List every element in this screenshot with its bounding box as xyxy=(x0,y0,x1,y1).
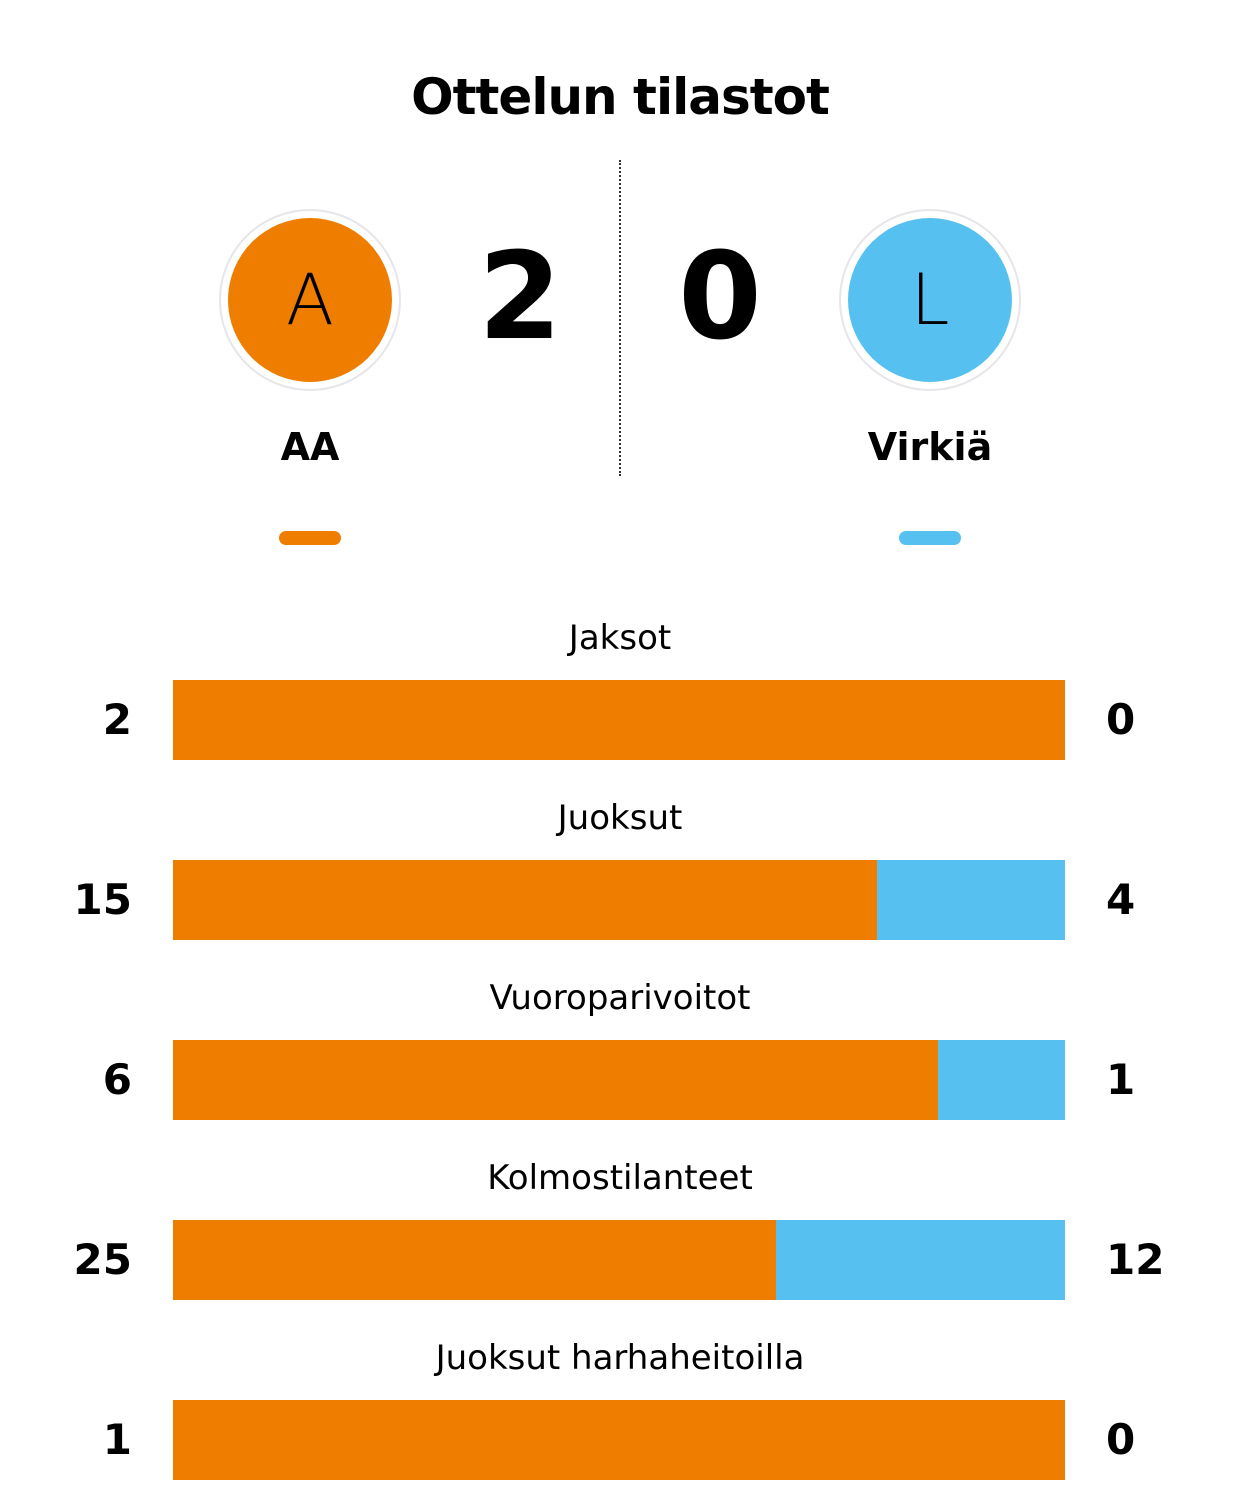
away-stat-value: 12 xyxy=(1106,1235,1165,1284)
away-stat-value: 0 xyxy=(1106,1415,1136,1464)
away-logo-letter: L xyxy=(848,218,1012,382)
stat-label: Juoksut harhaheitoilla xyxy=(435,1338,805,1378)
stat-bar xyxy=(173,1040,1065,1120)
home-stat-value: 2 xyxy=(102,695,132,744)
stat-bar xyxy=(173,860,1065,940)
home-logo-letter: A xyxy=(228,218,392,382)
stat-bar xyxy=(173,1220,1065,1300)
home-stat-value: 1 xyxy=(102,1415,132,1464)
away-team-name: Virkiä xyxy=(867,425,993,469)
away-bar-segment xyxy=(937,1040,1065,1120)
away-score: 0 xyxy=(678,228,762,367)
away-color-pill xyxy=(899,531,961,545)
stat-bar xyxy=(173,1400,1065,1480)
stat-bar xyxy=(173,680,1065,760)
home-team-name: AA xyxy=(280,425,340,469)
home-bar-segment xyxy=(173,680,1065,760)
away-bar-segment xyxy=(877,860,1065,940)
away-bar-segment xyxy=(775,1220,1065,1300)
center-divider xyxy=(619,160,621,476)
home-bar-segment xyxy=(173,1220,776,1300)
stat-label: Jaksot xyxy=(568,618,672,658)
home-bar-segment xyxy=(173,1400,1065,1480)
away-stat-value: 0 xyxy=(1106,695,1136,744)
home-stat-value: 25 xyxy=(73,1235,132,1284)
stat-label: Kolmostilanteet xyxy=(487,1158,753,1198)
home-logo: A xyxy=(219,209,401,391)
home-stat-value: 6 xyxy=(102,1055,132,1104)
stat-label: Juoksut xyxy=(557,798,683,838)
page-title: Ottelun tilastot xyxy=(411,68,830,126)
home-bar-segment xyxy=(173,1040,938,1120)
away-stat-value: 1 xyxy=(1106,1055,1136,1104)
stat-label: Vuoroparivoitot xyxy=(489,978,751,1018)
home-score: 2 xyxy=(478,228,562,367)
home-bar-segment xyxy=(173,860,878,940)
home-stat-value: 15 xyxy=(73,875,132,924)
home-color-pill xyxy=(279,531,341,545)
away-logo: L xyxy=(839,209,1021,391)
away-stat-value: 4 xyxy=(1106,875,1136,924)
